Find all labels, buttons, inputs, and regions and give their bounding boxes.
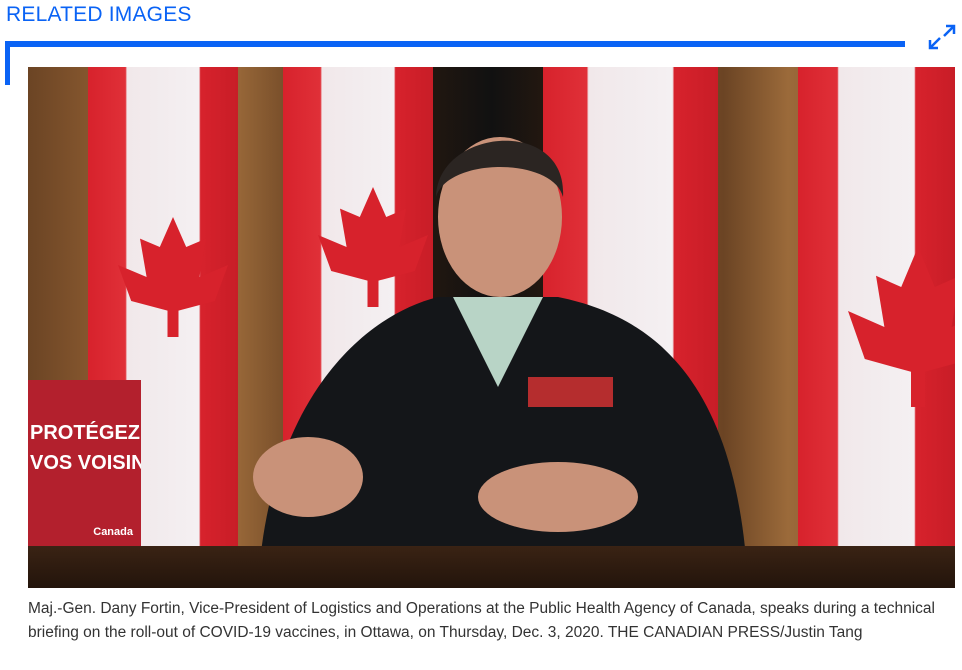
expand-arrows-icon[interactable] xyxy=(926,22,958,52)
sign-text: VOS VOISINS xyxy=(30,452,141,474)
sign-logo: Canada xyxy=(93,526,133,538)
speaker-figure xyxy=(253,137,748,587)
accent-bar-left xyxy=(5,41,10,85)
section-title: RELATED IMAGES xyxy=(6,3,192,26)
image-caption: Maj.-Gen. Dany Fortin, Vice-President of… xyxy=(28,600,935,641)
sign-text: PROTÉGEZ xyxy=(30,422,141,444)
related-image[interactable]: PROTÉGEZ VOS VOISINS Canada xyxy=(28,67,955,588)
desk xyxy=(28,546,955,588)
sign-board: PROTÉGEZ VOS VOISINS Canada xyxy=(28,380,141,546)
accent-bar-top xyxy=(5,41,905,47)
